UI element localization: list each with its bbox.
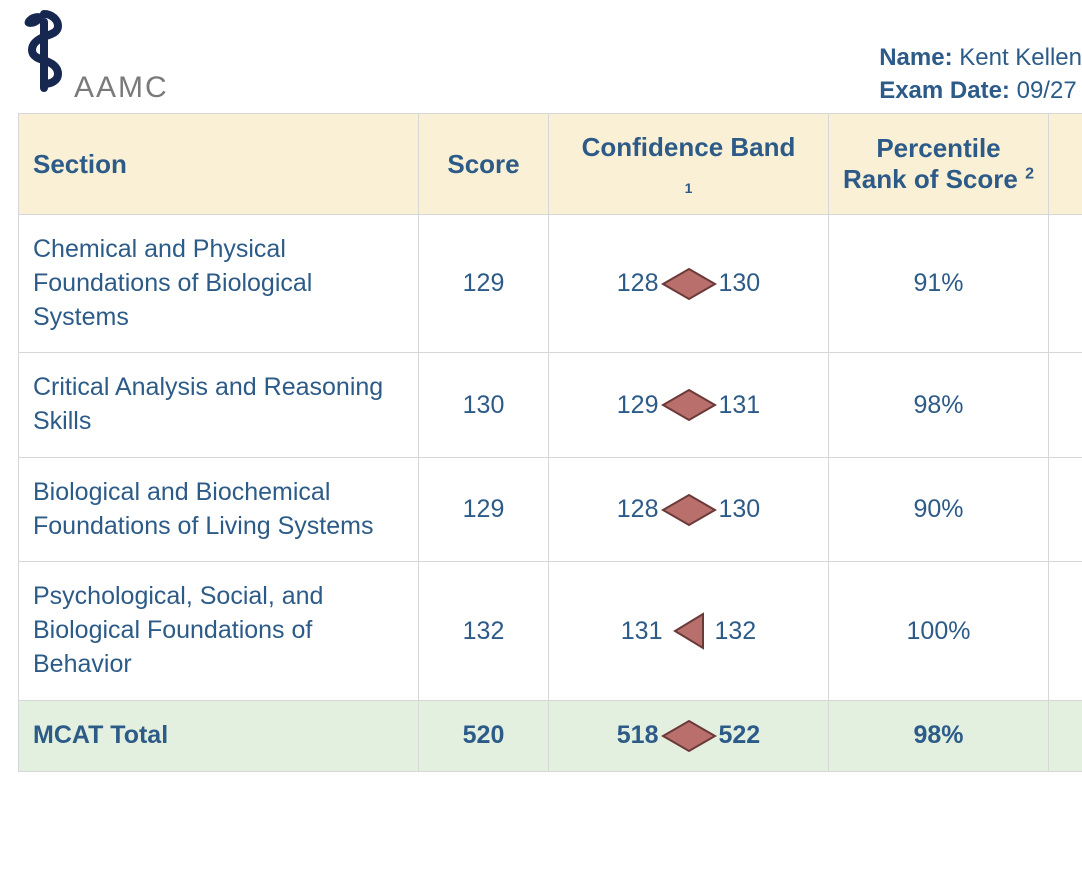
caduceus-icon	[18, 10, 70, 107]
diamond-icon	[661, 719, 717, 753]
col-extra	[1049, 114, 1082, 215]
exam-date-value: 09/27	[1017, 77, 1077, 104]
score-value: 130	[419, 353, 549, 458]
percentile-value: 100%	[829, 562, 1049, 700]
col-section: Section	[19, 114, 419, 215]
diamond-icon	[661, 388, 717, 422]
section-name: Biological and Biochemical Foundations o…	[19, 457, 419, 562]
total-percentile: 98%	[829, 700, 1049, 771]
col-confidence-band: Confidence Band1	[549, 114, 829, 215]
col-percentile: Percentile Rank of Score 2	[829, 114, 1049, 215]
confidence-band: 128 130	[549, 215, 829, 353]
brand: AAMC	[18, 10, 169, 107]
table-row: Chemical and Physical Foundations of Bio…	[19, 215, 1082, 353]
scores-table: Section Score Confidence Band1 Percentil…	[18, 113, 1082, 772]
band-low: 128	[617, 495, 659, 524]
section-name: Critical Analysis and Reasoning Skills	[19, 353, 419, 458]
triangle-icon	[673, 612, 705, 650]
brand-name: AAMC	[74, 71, 169, 107]
table-row: Psychological, Social, and Biological Fo…	[19, 562, 1082, 700]
extra-cell	[1049, 457, 1082, 562]
section-name: Psychological, Social, and Biological Fo…	[19, 562, 419, 700]
percentile-value: 98%	[829, 353, 1049, 458]
band-low: 128	[617, 269, 659, 298]
total-label: MCAT Total	[19, 700, 419, 771]
col-score: Score	[419, 114, 549, 215]
total-row: MCAT Total 520 518 522 98%	[19, 700, 1082, 771]
band-high: 130	[719, 495, 761, 524]
extra-cell	[1049, 215, 1082, 353]
band-high: 522	[719, 721, 761, 750]
band-high: 132	[707, 617, 757, 646]
confidence-band: 131 132	[549, 562, 829, 700]
extra-cell	[1049, 353, 1082, 458]
exam-date-label: Exam Date:	[879, 77, 1010, 104]
exam-meta: Name: Kent Kellen Exam Date: 09/27	[879, 42, 1082, 107]
total-band: 518 522	[549, 700, 829, 771]
diamond-icon	[661, 493, 717, 527]
confidence-band: 128 130	[549, 457, 829, 562]
band-high: 130	[719, 269, 761, 298]
band-low: 129	[617, 391, 659, 420]
score-value: 129	[419, 457, 549, 562]
header-bar: AAMC Name: Kent Kellen Exam Date: 09/27	[18, 10, 1082, 107]
header-row: Section Score Confidence Band1 Percentil…	[19, 114, 1082, 215]
score-value: 132	[419, 562, 549, 700]
extra-cell	[1049, 562, 1082, 700]
table-row: Biological and Biochemical Foundations o…	[19, 457, 1082, 562]
name-value: Kent Kellen	[959, 44, 1082, 71]
extra-cell	[1049, 700, 1082, 771]
score-value: 129	[419, 215, 549, 353]
name-label: Name:	[879, 44, 952, 71]
percentile-value: 90%	[829, 457, 1049, 562]
band-high: 131	[719, 391, 761, 420]
confidence-band: 129 131	[549, 353, 829, 458]
percentile-value: 91%	[829, 215, 1049, 353]
total-score: 520	[419, 700, 549, 771]
table-row: Critical Analysis and Reasoning Skills 1…	[19, 353, 1082, 458]
section-name: Chemical and Physical Foundations of Bio…	[19, 215, 419, 353]
band-low: 131	[621, 617, 671, 646]
band-low: 518	[617, 721, 659, 750]
diamond-icon	[661, 267, 717, 301]
